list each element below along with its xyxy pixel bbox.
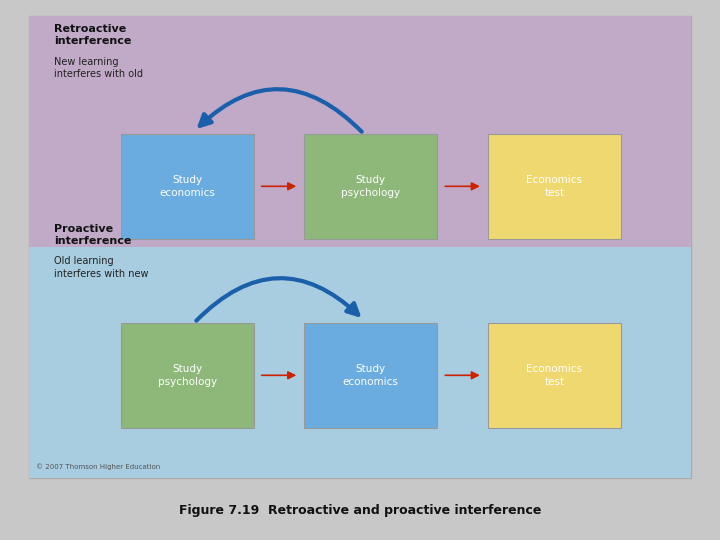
Text: Study
psychology: Study psychology (341, 175, 400, 198)
Text: Economics
test: Economics test (526, 175, 582, 198)
Text: Study
economics: Study economics (343, 364, 399, 387)
FancyBboxPatch shape (29, 16, 691, 247)
FancyBboxPatch shape (304, 134, 438, 239)
FancyBboxPatch shape (121, 322, 254, 428)
FancyBboxPatch shape (304, 322, 438, 428)
Text: Figure 7.19  Retroactive and proactive interference: Figure 7.19 Retroactive and proactive in… (179, 504, 541, 517)
FancyBboxPatch shape (488, 322, 621, 428)
Text: Study
psychology: Study psychology (158, 364, 217, 387)
Text: Old learning
interferes with new: Old learning interferes with new (54, 256, 148, 279)
Text: © 2007 Thomson Higher Education: © 2007 Thomson Higher Education (36, 463, 161, 470)
Text: Proactive
interference: Proactive interference (54, 224, 131, 246)
Text: Retroactive
interference: Retroactive interference (54, 24, 131, 46)
FancyBboxPatch shape (29, 16, 691, 478)
FancyBboxPatch shape (121, 134, 254, 239)
FancyBboxPatch shape (29, 247, 691, 478)
Text: Economics
test: Economics test (526, 364, 582, 387)
FancyBboxPatch shape (488, 134, 621, 239)
Text: Study
economics: Study economics (159, 175, 215, 198)
Text: New learning
interferes with old: New learning interferes with old (54, 57, 143, 79)
